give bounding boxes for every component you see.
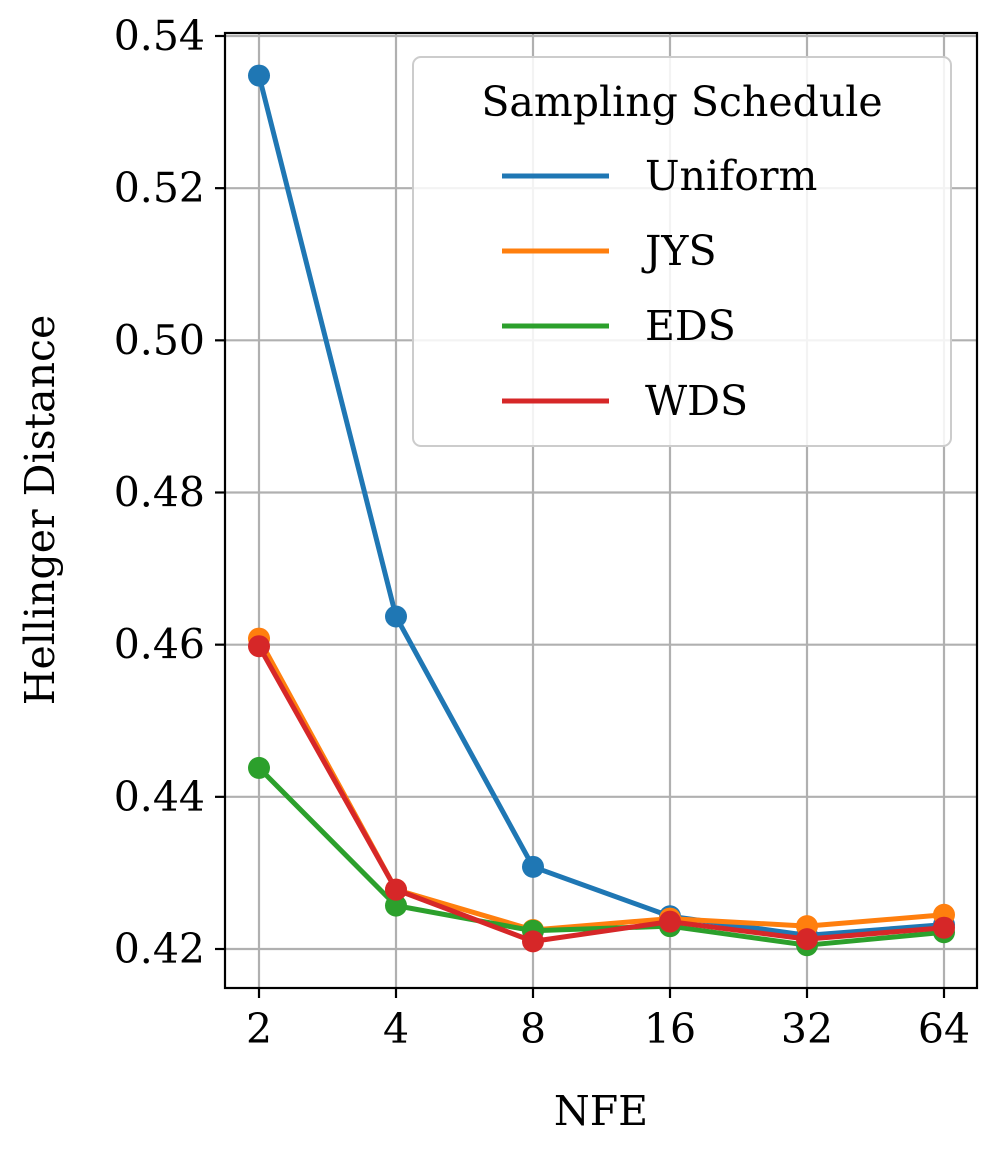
x-tick-label: 64 — [918, 1005, 970, 1053]
legend-item-eds: EDS — [502, 302, 736, 350]
axis-ticks: 2 4 8 16 32 64 0.42 0.44 0.46 0.48 0.50 0.52 0.54 — [114, 12, 970, 1053]
x-tick-label: 8 — [520, 1005, 546, 1053]
x-tick-label: 2 — [246, 1005, 272, 1053]
plot-frame — [223, 31, 979, 990]
x-tick-label: 32 — [781, 1005, 833, 1053]
series-wds — [248, 635, 955, 953]
series-line — [256, 765, 947, 948]
y-axis-label: Hellinger Distance — [16, 315, 64, 705]
data-point — [248, 756, 270, 779]
x-tick-label: 4 — [383, 1005, 409, 1053]
legend-title: Sampling Schedule — [481, 78, 882, 126]
y-tick-label: 0.48 — [114, 469, 205, 517]
y-tick-label: 0.54 — [114, 12, 205, 60]
data-point — [248, 64, 270, 87]
legend-label: Uniform — [645, 152, 817, 200]
x-tick-label: 16 — [644, 1005, 696, 1053]
legend-item-uniform: Uniform — [502, 152, 817, 200]
series-group — [248, 64, 955, 957]
data-point — [933, 916, 955, 939]
y-tick-label: 0.42 — [114, 925, 205, 973]
data-point — [796, 928, 818, 951]
data-point — [385, 605, 407, 628]
x-axis-label: NFE — [554, 1087, 648, 1135]
legend-item-wds: WDS — [502, 377, 748, 425]
data-point — [385, 894, 407, 917]
data-point — [522, 855, 544, 878]
data-point — [385, 878, 407, 901]
legend-box — [412, 56, 952, 447]
y-tick-label: 0.44 — [114, 773, 205, 821]
legend-label: EDS — [645, 302, 736, 350]
data-point — [522, 930, 544, 953]
legend-label: WDS — [645, 377, 748, 425]
legend-item-jys: JYS — [502, 227, 717, 275]
data-point — [248, 635, 270, 658]
y-tick-label: 0.46 — [114, 621, 205, 669]
y-tick-label: 0.50 — [114, 316, 205, 364]
series-line — [256, 643, 947, 944]
series-line — [256, 73, 947, 938]
data-point — [659, 910, 681, 933]
legend: Sampling Schedule Uniform JYS EDS WDS — [412, 56, 952, 447]
y-tick-label: 0.52 — [114, 164, 205, 212]
legend-label: JYS — [641, 227, 717, 275]
